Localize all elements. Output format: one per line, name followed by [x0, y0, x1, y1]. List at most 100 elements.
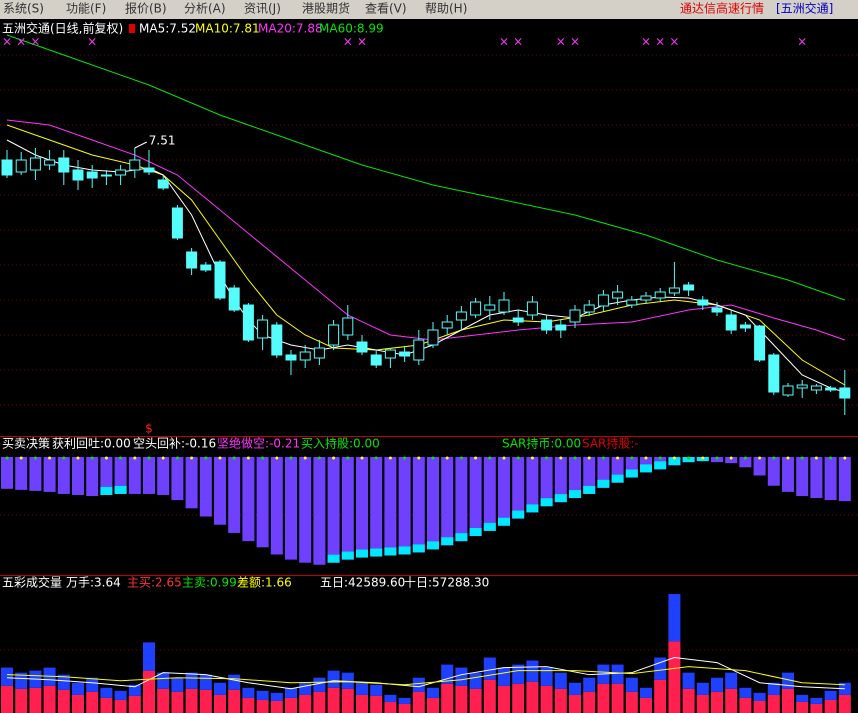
volume-bar — [625, 677, 638, 692]
menu-item[interactable]: 帮助(H) — [425, 2, 467, 16]
header-item: MA5:7.52 — [139, 22, 196, 36]
menu-item[interactable]: 港股期货 — [302, 1, 350, 16]
signal-marker: × — [797, 35, 807, 49]
menu-item[interactable]: 功能(F) — [66, 2, 106, 16]
volume-bar — [43, 667, 56, 686]
volume-bar — [753, 692, 766, 701]
bar-dot — [488, 456, 492, 460]
candle-body — [356, 341, 368, 353]
bar-dot — [573, 456, 577, 460]
bar — [554, 457, 567, 503]
candle-body — [58, 157, 70, 173]
volume-bar — [796, 694, 809, 702]
candle-body — [29, 157, 41, 171]
volume-bar — [739, 697, 752, 713]
candle-body — [15, 159, 27, 173]
bar-dot — [360, 456, 364, 460]
volume-bar — [143, 670, 155, 713]
menu-item[interactable]: 分析(A) — [184, 2, 226, 16]
candle-body — [541, 319, 553, 331]
candle-body — [768, 354, 780, 393]
bar — [384, 457, 397, 556]
header-item: 万手:3.64 — [66, 576, 121, 590]
bar — [313, 457, 326, 565]
bar — [824, 457, 837, 501]
ma-line — [6, 34, 845, 301]
bar-dot — [843, 456, 847, 460]
bar-dot — [190, 456, 194, 460]
bar-dot — [33, 456, 37, 460]
bar-dot — [104, 456, 108, 460]
bar — [242, 457, 255, 542]
volume-bar — [455, 667, 468, 686]
volume-bar — [441, 683, 454, 713]
candle-body — [555, 324, 567, 331]
bar-dot — [403, 456, 407, 460]
volume-bar — [711, 677, 723, 692]
volume-bar — [242, 697, 255, 713]
header-item: 十日:57288.30 — [404, 576, 489, 590]
bar — [57, 457, 70, 494]
volume-bar — [498, 667, 510, 686]
volume-bar — [412, 691, 425, 713]
volume-bar — [285, 687, 297, 698]
volume-bar — [370, 695, 383, 713]
volume-bar — [696, 682, 709, 695]
header-item: 差额:1.66 — [237, 576, 292, 590]
volume-bar — [498, 685, 510, 713]
bar — [526, 457, 539, 513]
volume-bar — [838, 694, 851, 713]
bar-tip — [398, 546, 411, 555]
bar-dot — [133, 456, 137, 460]
volume-bar — [767, 682, 780, 695]
candle-body — [129, 159, 141, 171]
bar-tip — [540, 498, 553, 507]
volume-bar — [100, 687, 113, 698]
bar — [29, 457, 42, 491]
signal-marker: × — [513, 35, 523, 49]
volume-bar — [569, 694, 581, 713]
volume-bar — [313, 677, 326, 692]
volume-bar — [512, 664, 525, 684]
bar-dot — [616, 456, 620, 460]
signal-marker: × — [655, 35, 665, 49]
volume-bar — [668, 641, 681, 713]
volume-bar — [157, 672, 170, 689]
volume-bar — [256, 699, 269, 713]
volume-bar — [1, 667, 13, 686]
bar-dot — [5, 456, 9, 460]
bar-tip — [640, 464, 652, 473]
volume-bar — [228, 674, 241, 690]
bar — [114, 457, 127, 494]
candle-body — [384, 349, 396, 359]
bar — [796, 457, 809, 496]
menu-item[interactable]: 系统(S) — [3, 2, 44, 16]
menu-item[interactable]: 报价(B) — [125, 1, 167, 16]
volume-bar — [299, 694, 312, 713]
bar — [157, 457, 170, 495]
bar-dot — [644, 456, 648, 460]
bar-tip — [526, 504, 539, 513]
volume-bar — [455, 685, 468, 713]
menu-item[interactable]: 查看(V) — [365, 2, 407, 16]
volume-bar — [270, 700, 283, 713]
bar-dot — [332, 456, 336, 460]
signal-marker: × — [87, 35, 97, 49]
bar — [370, 457, 383, 557]
volume-bar — [43, 685, 56, 713]
volume-bar — [682, 672, 695, 689]
candle-body — [697, 299, 709, 306]
menu-item[interactable]: 资讯(J) — [244, 2, 281, 16]
bar — [767, 457, 780, 486]
candle-body — [328, 324, 340, 346]
bar — [483, 457, 496, 531]
header-item: 买卖决策 — [2, 437, 50, 451]
header-item: MA20:7.88 — [258, 22, 323, 36]
bar — [540, 457, 553, 507]
candle-body — [825, 387, 837, 391]
volume-bar — [640, 697, 652, 713]
signal-marker: × — [570, 35, 580, 49]
bar — [341, 457, 354, 560]
volume-bar — [640, 687, 652, 698]
bar-dot — [672, 456, 676, 460]
